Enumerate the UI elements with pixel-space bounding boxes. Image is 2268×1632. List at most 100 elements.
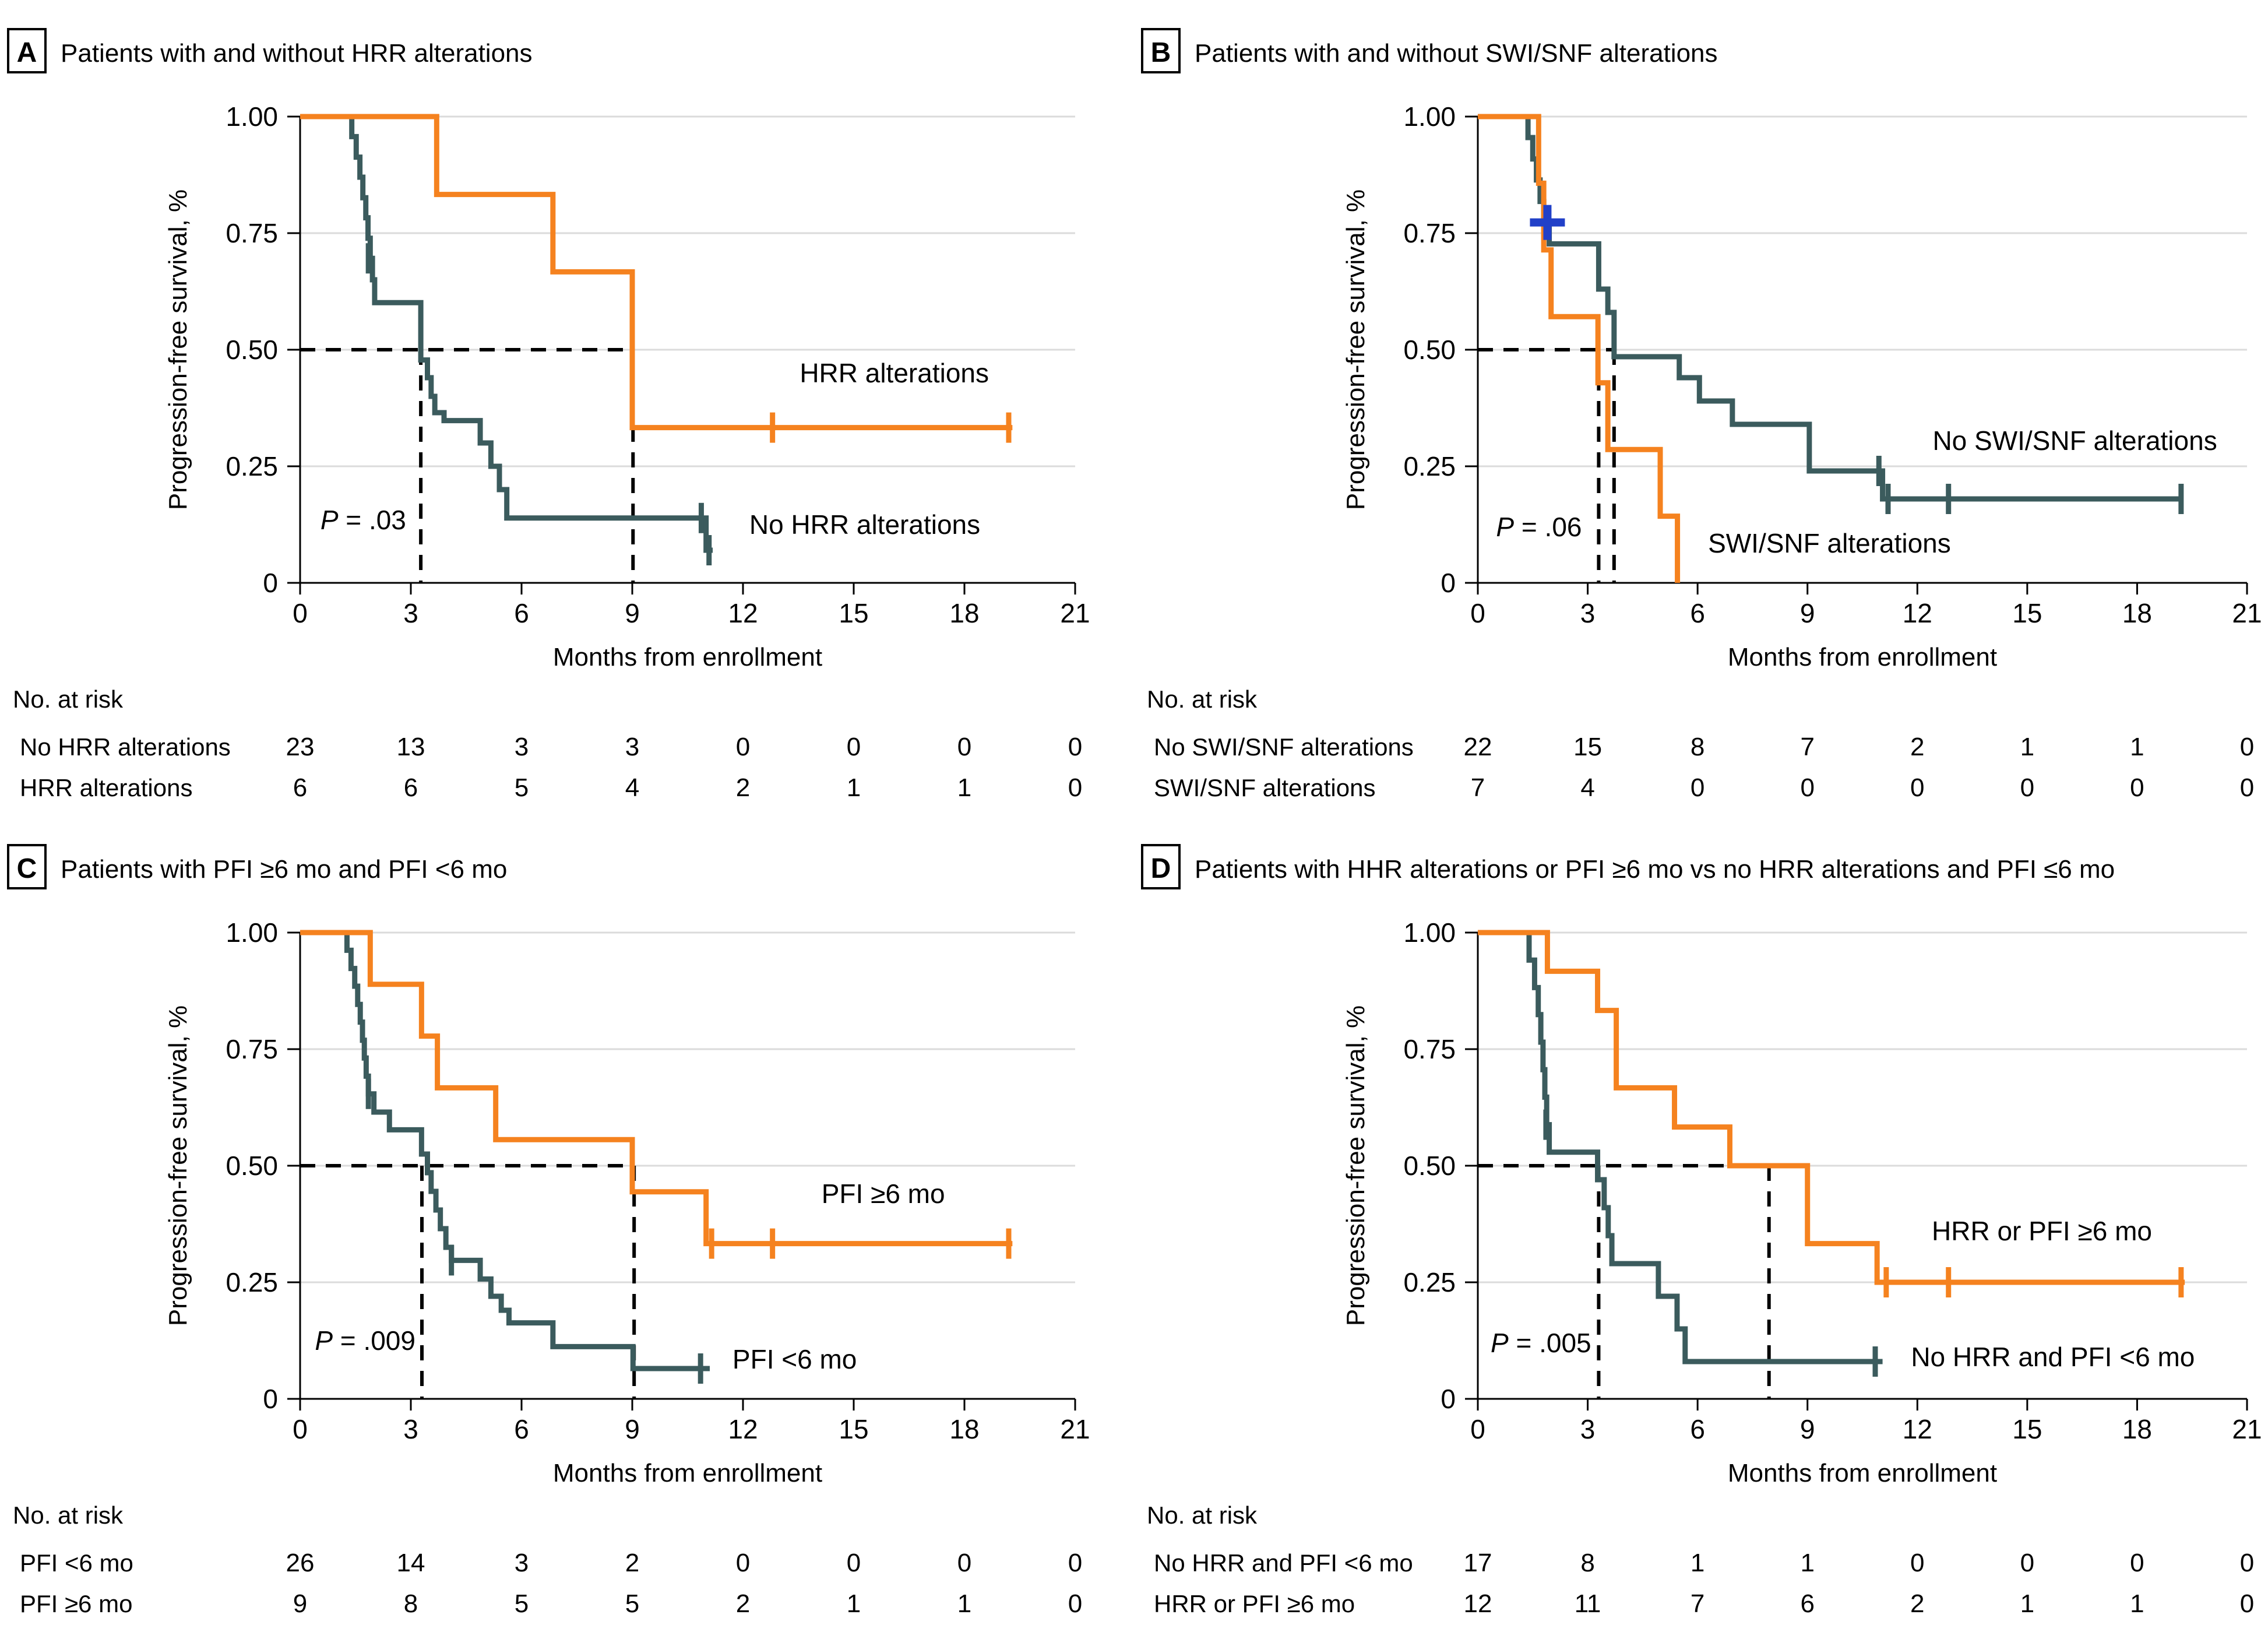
risk-count: 3 — [515, 1549, 529, 1577]
panel-b-chart: B Patients with and without SWI/SNF alter… — [1141, 28, 2262, 802]
x-tick-label: 0 — [293, 598, 308, 628]
risk-count: 15 — [1573, 733, 1602, 761]
y-tick-label: 1.00 — [226, 101, 278, 132]
p-value-label: P = .005 — [1491, 1328, 1591, 1358]
km-curve-hrr-or-pfi-6-mo — [1478, 930, 2185, 1285]
risk-row-label: HRR alterations — [20, 774, 192, 801]
risk-count: 0 — [957, 733, 971, 761]
risk-table-header: No. at risk — [1147, 685, 1258, 713]
x-tick-label: 21 — [1060, 598, 1090, 628]
risk-row-label: SWI/SNF alterations — [1154, 774, 1375, 801]
y-tick-label: 0.75 — [1403, 1034, 1456, 1064]
x-tick-label: 18 — [2122, 1414, 2152, 1444]
panel-b: B Patients with and without SWI/SNF alter… — [1134, 0, 2268, 816]
risk-count: 5 — [625, 1589, 639, 1618]
risk-count: 0 — [2240, 773, 2254, 802]
x-tick-label: 15 — [839, 598, 868, 628]
x-tick-label: 18 — [949, 598, 979, 628]
p-symbol: P — [315, 1325, 333, 1356]
curve-label: HRR alterations — [800, 358, 989, 388]
x-tick-label: 12 — [1903, 598, 1932, 628]
p-symbol: P — [321, 505, 339, 535]
x-tick-label: 18 — [2122, 598, 2152, 628]
y-tick-label: 0 — [263, 568, 278, 598]
risk-row-label: No HRR and PFI <6 mo — [1154, 1549, 1413, 1577]
risk-row-label: HRR or PFI ≥6 mo — [1154, 1590, 1355, 1617]
y-axis-title: Progression-free survival, % — [1341, 1005, 1370, 1326]
km-curve-no-hrr-and-pfi-6-mo — [1478, 930, 1883, 1364]
panel-title: Patients with PFI ≥6 mo and PFI <6 mo — [61, 855, 507, 884]
x-tick-label: 12 — [1903, 1414, 1932, 1444]
p-rest: = .03 — [339, 505, 406, 535]
x-tick-label: 12 — [728, 598, 758, 628]
p-value-label: P = .03 — [321, 505, 406, 535]
risk-table-header: No. at risk — [13, 685, 124, 713]
panel-letter-box — [1141, 28, 1181, 73]
y-tick-label: 0.50 — [1403, 335, 1456, 365]
risk-count: 0 — [2020, 1549, 2034, 1577]
p-rest: = .009 — [333, 1325, 415, 1356]
x-tick-label: 3 — [403, 598, 418, 628]
risk-count: 1 — [847, 1589, 861, 1618]
x-tick-label: 21 — [2232, 1414, 2262, 1444]
panel-letter-box — [7, 844, 47, 889]
km-curve-hrr-alterations — [300, 114, 1013, 431]
panel-d-chart: D Patients with HHR alterations or PFI ≥6… — [1141, 844, 2262, 1618]
risk-count: 0 — [1068, 733, 1082, 761]
panel-title: Patients with HHR alterations or PFI ≥6 … — [1195, 855, 2115, 884]
y-tick-label: 0.25 — [1403, 1267, 1456, 1297]
panel-c-chart: C Patients with PFI ≥6 mo and PFI <6 mo00… — [7, 844, 1090, 1618]
y-tick-label: 0 — [263, 1384, 278, 1414]
risk-count: 1 — [1691, 1549, 1704, 1577]
risk-count: 6 — [404, 773, 418, 802]
y-axis-title: Progression-free survival, % — [1341, 189, 1370, 510]
risk-count: 1 — [957, 773, 971, 802]
y-axis-title: Progression-free survival, % — [164, 189, 192, 510]
panel-a: A Patients with and without HRR alteratio… — [0, 0, 1134, 816]
risk-table-header: No. at risk — [13, 1501, 124, 1529]
panel-d: D Patients with HHR alterations or PFI ≥6… — [1134, 816, 2268, 1632]
x-tick-label: 3 — [1580, 598, 1596, 628]
y-tick-label: 0 — [1441, 1384, 1456, 1414]
risk-count: 2 — [625, 1549, 639, 1577]
risk-count: 7 — [1691, 1589, 1704, 1618]
risk-count: 22 — [1464, 733, 1492, 761]
x-axis-title: Months from enrollment — [553, 643, 822, 671]
risk-count: 12 — [1464, 1589, 1492, 1618]
risk-count: 1 — [1800, 1549, 1814, 1577]
risk-count: 0 — [736, 1549, 750, 1577]
x-tick-label: 9 — [625, 598, 640, 628]
risk-count: 0 — [957, 1549, 971, 1577]
risk-count: 6 — [293, 773, 307, 802]
panel-c: C Patients with PFI ≥6 mo and PFI <6 mo 0 0… — [0, 816, 1134, 1632]
y-axis-title: Progression-free survival, % — [164, 1005, 192, 1326]
km-curve-pfi-6-mo — [300, 930, 710, 1371]
risk-count: 7 — [1800, 733, 1814, 761]
risk-count: 3 — [515, 733, 529, 761]
panel-letter: B — [1151, 37, 1171, 68]
x-tick-label: 21 — [1060, 1414, 1090, 1444]
p-value-label: P = .009 — [315, 1325, 415, 1356]
x-tick-label: 6 — [514, 1414, 529, 1444]
x-tick-label: 9 — [625, 1414, 640, 1444]
x-tick-label: 15 — [839, 1414, 868, 1444]
risk-count: 5 — [515, 773, 529, 802]
panel-letter: D — [1151, 853, 1171, 884]
risk-count: 0 — [736, 733, 750, 761]
curve-label: No HRR and PFI <6 mo — [1911, 1342, 2195, 1372]
panel-letter-box — [1141, 844, 1181, 889]
y-tick-label: 0 — [1441, 568, 1456, 598]
risk-count: 0 — [2130, 1549, 2144, 1577]
y-tick-label: 0.75 — [226, 1034, 278, 1064]
risk-count: 0 — [2240, 733, 2254, 761]
risk-count: 13 — [397, 733, 425, 761]
p-symbol: P — [1491, 1328, 1509, 1358]
risk-count: 1 — [2130, 1589, 2144, 1618]
km-curve-no-hrr-alterations — [300, 114, 713, 553]
risk-row-label: No HRR alterations — [20, 733, 231, 761]
risk-count: 2 — [1910, 1589, 1924, 1618]
x-tick-label: 18 — [949, 1414, 979, 1444]
risk-count: 4 — [1580, 773, 1594, 802]
curve-label: PFI ≥6 mo — [822, 1179, 945, 1209]
y-tick-label: 0.50 — [226, 335, 278, 365]
